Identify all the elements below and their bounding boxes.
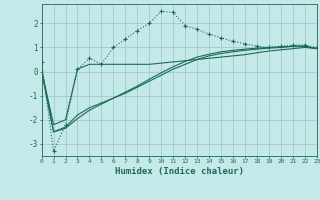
X-axis label: Humidex (Indice chaleur): Humidex (Indice chaleur) — [115, 167, 244, 176]
